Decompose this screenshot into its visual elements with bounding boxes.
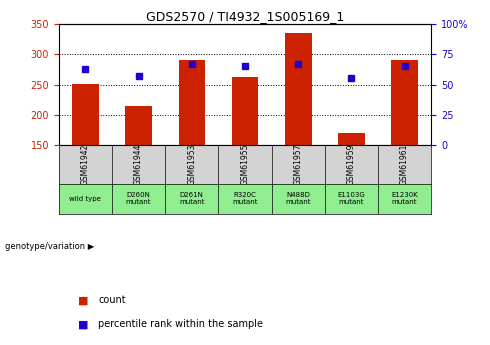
Text: GSM61961: GSM61961 bbox=[400, 144, 409, 185]
Bar bbox=[178, 60, 205, 145]
Text: GSM61953: GSM61953 bbox=[187, 144, 196, 185]
Text: N488D
mutant: N488D mutant bbox=[286, 192, 311, 205]
Title: GDS2570 / TI4932_1S005169_1: GDS2570 / TI4932_1S005169_1 bbox=[146, 10, 344, 23]
Text: D260N
mutant: D260N mutant bbox=[126, 192, 151, 205]
Text: E1103G
mutant: E1103G mutant bbox=[338, 192, 365, 205]
Text: GSM61944: GSM61944 bbox=[134, 144, 143, 185]
Text: GSM61942: GSM61942 bbox=[81, 144, 90, 185]
Bar bbox=[72, 84, 98, 145]
Text: percentile rank within the sample: percentile rank within the sample bbox=[98, 319, 263, 329]
Text: ■: ■ bbox=[78, 319, 89, 329]
Bar bbox=[232, 77, 258, 145]
Text: count: count bbox=[98, 295, 125, 305]
Text: genotype/variation ▶: genotype/variation ▶ bbox=[5, 242, 94, 251]
Text: GSM61959: GSM61959 bbox=[347, 144, 356, 185]
Bar bbox=[285, 33, 312, 145]
Text: E1230K
mutant: E1230K mutant bbox=[391, 192, 418, 205]
Text: R320C
mutant: R320C mutant bbox=[232, 192, 258, 205]
Text: D261N
mutant: D261N mutant bbox=[179, 192, 204, 205]
Text: GSM61955: GSM61955 bbox=[241, 144, 249, 185]
Text: wild type: wild type bbox=[70, 196, 101, 202]
Text: ■: ■ bbox=[78, 295, 89, 305]
Bar bbox=[392, 60, 418, 145]
Text: GSM61957: GSM61957 bbox=[294, 144, 303, 185]
Bar bbox=[338, 133, 365, 145]
Bar bbox=[125, 106, 152, 145]
